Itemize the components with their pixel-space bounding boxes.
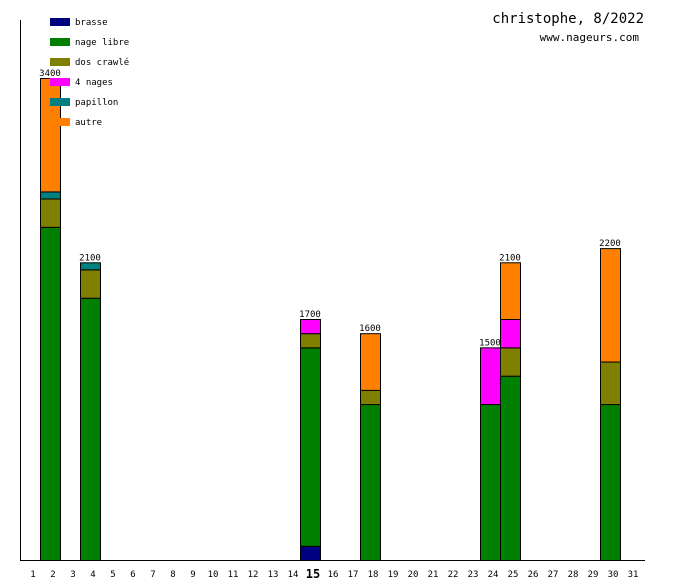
x-tick-day-19: 19: [388, 570, 399, 580]
total-label-day-18: 1600: [359, 324, 381, 334]
x-tick-day-15: 15: [306, 567, 320, 580]
x-tick-day-4: 4: [90, 570, 95, 580]
bar-segment-day-4-nage-libre: [80, 297, 101, 561]
legend-label-dos-crawl-: dos crawlé: [75, 57, 129, 68]
x-tick-day-9: 9: [190, 570, 195, 580]
bar-segment-day-30-autre: [600, 248, 621, 363]
bar-segment-day-15-brasse: [300, 545, 321, 562]
x-tick-day-28: 28: [568, 570, 579, 580]
x-tick-day-5: 5: [110, 570, 115, 580]
x-tick-day-20: 20: [408, 570, 419, 580]
x-tick-day-14: 14: [288, 570, 299, 580]
bar-segment-day-4-papillon: [80, 262, 101, 271]
bar-segment-day-18-autre: [360, 333, 381, 391]
legend-swatch-papillon: [50, 98, 70, 106]
x-tick-day-10: 10: [208, 570, 219, 580]
x-tick-day-22: 22: [448, 570, 459, 580]
bar-segment-day-15-nage-libre: [300, 347, 321, 547]
legend-swatch-autre: [50, 118, 70, 126]
legend-swatch-dos-crawl-: [50, 58, 70, 66]
x-tick-day-30: 30: [608, 570, 619, 580]
bar-segment-day-25-autre: [500, 262, 521, 321]
bar-segment-day-25-nage-libre: [500, 375, 521, 561]
bar-segment-day-24-nage-libre: [480, 404, 501, 562]
legend-label-papillon: papillon: [75, 98, 118, 108]
bar-segment-day-25-4-nages: [500, 319, 521, 349]
x-tick-day-1: 1: [30, 570, 35, 580]
x-tick-day-16: 16: [328, 570, 339, 580]
legend: brasse nage libre dos crawlé 4 nages papillo…: [50, 18, 129, 128]
bar-segment-day-4-dos-crawl-: [80, 269, 101, 299]
x-tick-day-2: 2: [50, 570, 55, 580]
bar-segment-day-2-nage-libre: [40, 226, 61, 561]
legend-label-nage-libre: nage libre: [75, 38, 129, 48]
x-tick-day-12: 12: [248, 570, 259, 580]
chart-subtitle: www.nageurs.com: [540, 31, 640, 44]
x-tick-day-8: 8: [170, 570, 175, 580]
total-labels-layer: 3400 2100 1700 1600 1500 2100 2200: [39, 69, 621, 348]
x-tick-day-18: 18: [368, 570, 379, 580]
x-tick-labels: 1 2 3 4 5 6 7 8 9 10 11 12 13 14 15 16 17 18 19 20 21 22 23 24 2…: [30, 567, 638, 580]
legend-swatch-4-nages: [50, 78, 70, 86]
bar-segment-day-24-4-nages: [480, 347, 501, 406]
bar-segment-day-2-papillon: [40, 191, 61, 200]
x-tick-day-3: 3: [70, 570, 75, 580]
x-tick-day-17: 17: [348, 570, 359, 580]
chart-title: christophe, 8/2022: [492, 11, 644, 27]
bar-segment-day-18-dos-crawl-: [360, 389, 381, 406]
total-label-day-4: 2100: [79, 253, 101, 263]
x-tick-day-29: 29: [588, 570, 599, 580]
x-tick-day-24: 24: [488, 570, 499, 580]
legend-label-4-nages: 4 nages: [75, 78, 113, 88]
legend-label-autre: autre: [75, 118, 102, 128]
bar-segment-day-30-dos-crawl-: [600, 361, 621, 406]
x-tick-day-21: 21: [428, 570, 439, 580]
total-label-day-15: 1700: [299, 310, 321, 320]
x-tick-day-26: 26: [528, 570, 539, 580]
total-label-day-24: 1500: [479, 338, 501, 348]
x-tick-day-23: 23: [468, 570, 479, 580]
total-label-day-25: 2100: [499, 253, 521, 263]
bars-layer: [40, 78, 621, 562]
bar-segment-day-2-autre: [40, 78, 61, 193]
x-tick-day-31: 31: [628, 570, 639, 580]
legend-swatch-brasse: [50, 18, 70, 26]
x-tick-day-13: 13: [268, 570, 279, 580]
bar-segment-day-25-dos-crawl-: [500, 347, 521, 377]
total-label-day-30: 2200: [599, 239, 621, 249]
legend-swatch-nage-libre: [50, 38, 70, 46]
total-label-day-2: 3400: [39, 69, 61, 79]
legend-label-brasse: brasse: [75, 18, 108, 28]
x-tick-day-25: 25: [508, 570, 519, 580]
x-tick-day-6: 6: [130, 570, 135, 580]
x-tick-day-11: 11: [228, 570, 239, 580]
bar-segment-day-30-nage-libre: [600, 404, 621, 562]
bar-segment-day-15-dos-crawl-: [300, 333, 321, 349]
x-tick-day-27: 27: [548, 570, 559, 580]
x-tick-day-7: 7: [150, 570, 155, 580]
bar-segment-day-15-4-nages: [300, 319, 321, 335]
bar-segment-day-2-dos-crawl-: [40, 198, 61, 228]
bar-segment-day-18-nage-libre: [360, 404, 381, 562]
